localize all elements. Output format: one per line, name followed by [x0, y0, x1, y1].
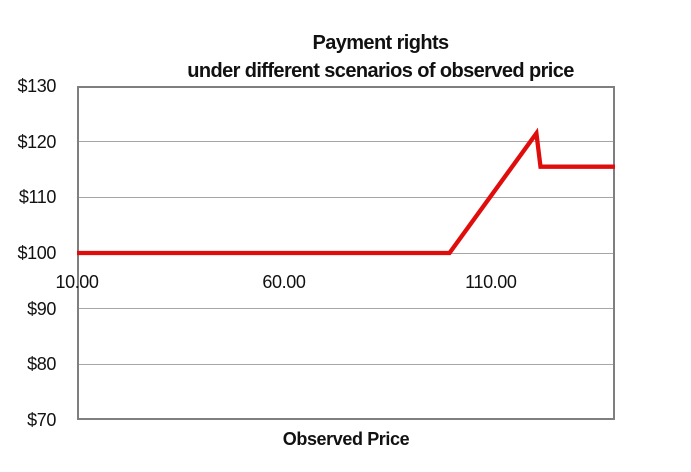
y-axis-tick-label: $90	[27, 298, 56, 319]
gridline-y-90	[79, 308, 613, 310]
series-polyline	[77, 127, 615, 256]
y-axis-tick-label: $80	[27, 354, 56, 375]
gridline-y-80	[79, 363, 613, 365]
chart-title: Payment rights under different scenarios…	[77, 29, 684, 85]
y-axis-tick-label: $110	[18, 187, 57, 208]
gridline-y-120	[79, 141, 613, 143]
x-axis-tick-label: 10.00	[55, 272, 99, 292]
y-axis-tick-label: $120	[17, 131, 57, 152]
y-axis-tick-label: $130	[17, 76, 57, 96]
series-line-payment-rights	[77, 127, 615, 256]
x-axis-tick-label: 110.00	[465, 272, 517, 292]
x-axis-tick-label: 60.00	[262, 272, 306, 292]
y-axis-tick-label: $70	[27, 410, 56, 430]
gridline-y-110	[79, 196, 613, 198]
chart-title-line2: under different scenarios of observed pr…	[187, 60, 574, 82]
chart-title-line1: Payment rights	[312, 32, 449, 54]
y-axis-tick-label: $100	[17, 243, 57, 263]
x-axis-title: Observed Price	[282, 429, 410, 449]
